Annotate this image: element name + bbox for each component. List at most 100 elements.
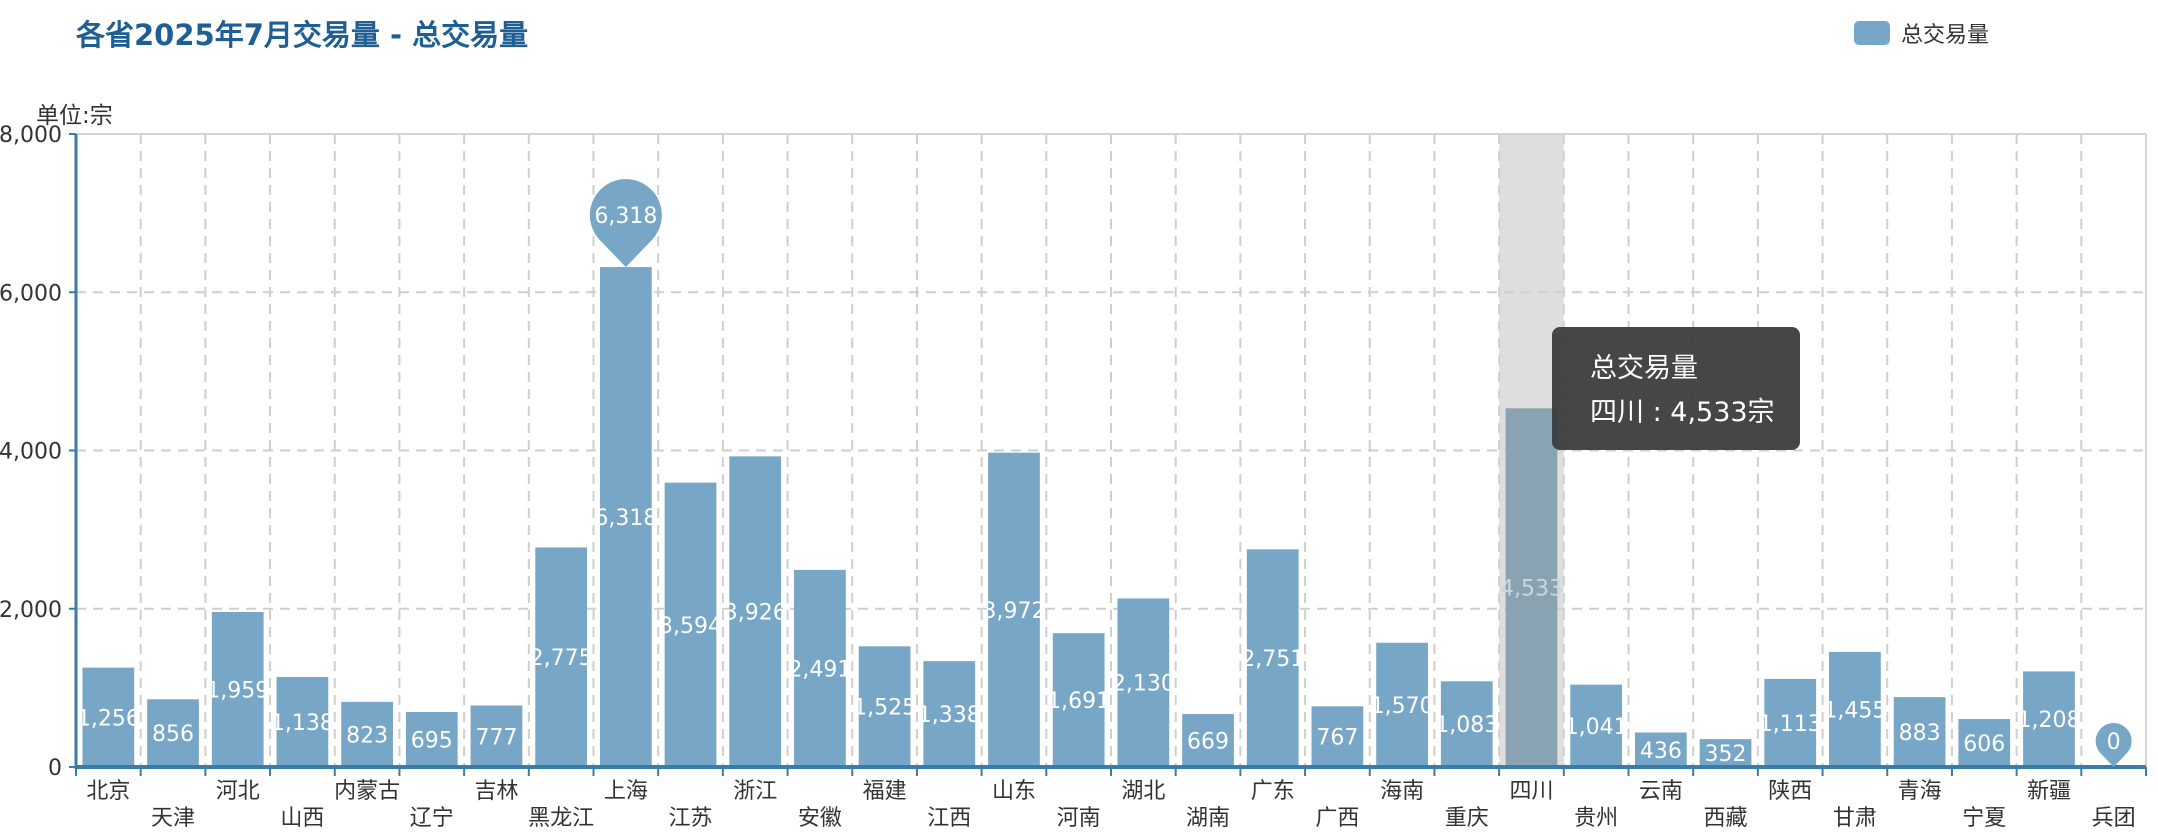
x-tick-label: 山西 — [280, 806, 324, 831]
bar-value-label: 3,926 — [724, 601, 787, 626]
y-tick-label: 6,000 — [0, 281, 62, 306]
bar-value-label: 823 — [346, 723, 388, 748]
legend[interactable]: 总交易量 — [1854, 18, 1989, 48]
x-tick-label: 上海 — [604, 779, 648, 804]
bar-value-label: 2,130 — [1112, 672, 1175, 697]
bar-value-label: 1,570 — [1371, 694, 1434, 719]
bar-甘肃[interactable] — [1829, 651, 1881, 767]
bar-湖北[interactable] — [1117, 598, 1170, 767]
bar-浙江[interactable] — [729, 456, 782, 767]
x-tick-label: 广东 — [1251, 779, 1295, 804]
bar-value-label: 1,455 — [1823, 698, 1886, 723]
bar-value-label: 3,972 — [982, 599, 1045, 624]
bar-value-label: 1,113 — [1759, 712, 1822, 737]
x-tick-label: 甘肃 — [1833, 806, 1877, 831]
bar-陕西[interactable] — [1764, 678, 1817, 767]
x-tick-label: 江西 — [927, 806, 971, 831]
bar-西藏[interactable] — [1699, 739, 1752, 767]
bar-辽宁[interactable] — [405, 712, 458, 767]
tooltip-title: 总交易量 — [1590, 353, 1698, 384]
bar-江西[interactable] — [923, 661, 976, 767]
x-tick-label: 安徽 — [798, 806, 842, 831]
x-tick-label: 河北 — [216, 779, 260, 804]
bar-value-label: 3,594 — [659, 614, 722, 639]
x-tick-label: 黑龙江 — [528, 806, 594, 831]
max-marker — [589, 179, 662, 268]
bar-value-label: 436 — [1640, 739, 1682, 764]
bar-海南[interactable] — [1376, 642, 1428, 767]
bar-山西[interactable] — [276, 676, 329, 767]
bar-河北[interactable] — [211, 611, 264, 767]
tooltip-category: 四川 — [1590, 397, 1644, 428]
bar-内蒙古[interactable] — [341, 701, 393, 767]
min-marker-label: 0 — [2107, 730, 2121, 755]
x-tick-label: 山东 — [992, 779, 1036, 804]
bar-value-label: 2,751 — [1241, 647, 1304, 672]
bar-value-label: 883 — [1899, 721, 1941, 746]
bar-黑龙江[interactable] — [535, 547, 588, 767]
bar-value-label: 352 — [1705, 742, 1747, 767]
bar-value-label: 1,338 — [918, 703, 981, 728]
bar-四川[interactable] — [1505, 408, 1558, 767]
y-tick-label: 0 — [48, 756, 62, 781]
bar-value-label: 1,083 — [1435, 713, 1498, 738]
chart-title: 各省2025年7月交易量 - 总交易量 — [76, 18, 529, 52]
max-marker-label: 6,318 — [594, 204, 657, 229]
bar-value-label: 1,691 — [1047, 689, 1110, 714]
bar-重庆[interactable] — [1440, 681, 1493, 767]
tooltip: 总交易量 四川 : 4,533宗 — [1552, 327, 1800, 450]
bar-贵州[interactable] — [1570, 684, 1623, 767]
tooltip-value: 4,533宗 — [1670, 397, 1775, 428]
x-tick-label: 福建 — [863, 779, 907, 804]
bar-河南[interactable] — [1052, 633, 1105, 767]
x-tick-label: 兵团 — [2092, 806, 2136, 831]
bar-上海[interactable] — [599, 267, 652, 767]
tooltip-separator: : — [1644, 397, 1671, 428]
x-tick-label: 内蒙古 — [334, 779, 400, 804]
bar-安徽[interactable] — [794, 569, 846, 767]
x-tick-label: 西藏 — [1704, 806, 1748, 831]
bar-value-label: 6,318 — [594, 506, 657, 531]
x-tick-label: 浙江 — [733, 779, 777, 804]
bar-云南[interactable] — [1634, 732, 1687, 767]
x-tick-label: 青海 — [1898, 779, 1942, 804]
bar-天津[interactable] — [147, 699, 199, 767]
x-tick-label: 重庆 — [1445, 806, 1489, 831]
bar-value-label: 856 — [152, 722, 194, 747]
bar-福建[interactable] — [858, 646, 911, 767]
x-tick-label: 天津 — [151, 806, 195, 831]
bar-广西[interactable] — [1311, 706, 1364, 767]
bar-value-label: 1,041 — [1565, 715, 1628, 740]
bar-value-label: 1,959 — [206, 678, 269, 703]
bar-广东[interactable] — [1246, 549, 1299, 767]
x-tick-label: 河南 — [1057, 806, 1101, 831]
x-tick-label: 云南 — [1639, 779, 1683, 804]
min-marker — [2095, 723, 2132, 767]
x-tick-label: 北京 — [86, 779, 130, 804]
x-tick-label: 宁夏 — [1962, 806, 2006, 831]
bar-value-label: 2,775 — [530, 646, 593, 671]
y-tick-label: 2,000 — [0, 598, 62, 623]
bar-青海[interactable] — [1893, 697, 1946, 767]
bar-北京[interactable] — [82, 667, 135, 767]
bar-湖南[interactable] — [1182, 714, 1234, 767]
x-tick-label: 海南 — [1380, 779, 1424, 804]
x-tick-label: 四川 — [1509, 779, 1553, 804]
bar-value-label: 4,533 — [1500, 577, 1563, 602]
bar-value-label: 606 — [1963, 732, 2005, 757]
bar-新疆[interactable] — [2023, 671, 2075, 767]
legend-swatch[interactable] — [1854, 21, 1890, 45]
bar-value-label: 1,256 — [77, 706, 140, 731]
x-tick-label: 新疆 — [2027, 779, 2071, 804]
y-tick-label: 4,000 — [0, 440, 62, 465]
x-tick-label: 湖南 — [1186, 806, 1230, 831]
bar-宁夏[interactable] — [1958, 719, 2011, 767]
bar-吉林[interactable] — [470, 705, 523, 767]
bar-江苏[interactable] — [664, 482, 717, 767]
bar-山东[interactable] — [988, 452, 1040, 767]
bar-value-label: 1,138 — [271, 711, 334, 736]
bar-value-label: 1,525 — [853, 696, 916, 721]
legend-label[interactable]: 总交易量 — [1901, 23, 1990, 48]
x-tick-label: 贵州 — [1574, 806, 1618, 831]
